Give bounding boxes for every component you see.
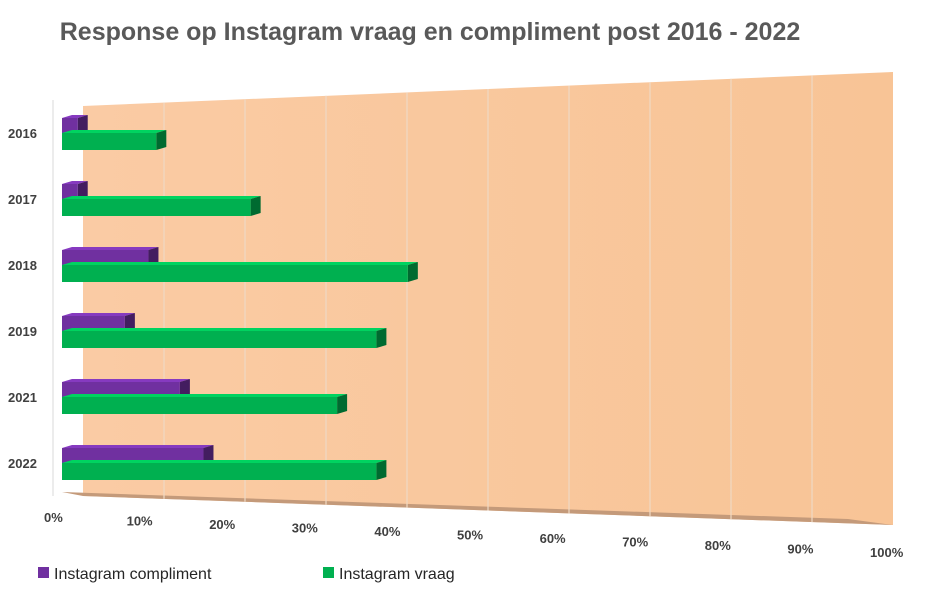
y-tick-label: 2018 [8, 258, 37, 273]
bar-vraag-2018 [62, 262, 418, 282]
legend-item: Instagram compliment [38, 566, 211, 584]
legend-swatch [38, 567, 49, 578]
x-tick-label: 10% [127, 514, 153, 529]
x-tick-label: 0% [44, 510, 63, 525]
legend-label: Instagram vraag [339, 566, 455, 583]
legend-swatch [323, 567, 334, 578]
chart-title: Response op Instagram vraag en complimen… [59, 18, 801, 46]
bar-vraag-2019 [62, 328, 387, 348]
x-tick-label: 20% [209, 517, 235, 532]
legend-item: Instagram vraag [323, 566, 455, 584]
plot-floor [62, 492, 893, 525]
y-tick-label: 2021 [8, 390, 37, 405]
x-tick-label: 100% [870, 545, 904, 560]
y-tick-label: 2022 [8, 456, 37, 471]
x-tick-label: 60% [540, 531, 566, 546]
x-tick-label: 90% [787, 542, 813, 557]
x-tick-label: 40% [374, 524, 400, 539]
x-tick-label: 80% [705, 538, 731, 553]
bar-vraag-2022 [62, 460, 387, 480]
bar-vraag-2016 [62, 130, 167, 150]
legend-label: Instagram compliment [54, 566, 212, 583]
bar-vraag-2021 [62, 394, 348, 414]
y-tick-label: 2017 [8, 192, 37, 207]
y-tick-label: 2019 [8, 324, 37, 339]
x-tick-label: 70% [622, 535, 648, 550]
y-tick-label: 2016 [8, 126, 37, 141]
bar-vraag-2017 [62, 196, 261, 216]
x-tick-label: 50% [457, 528, 483, 543]
x-tick-label: 30% [292, 521, 318, 536]
